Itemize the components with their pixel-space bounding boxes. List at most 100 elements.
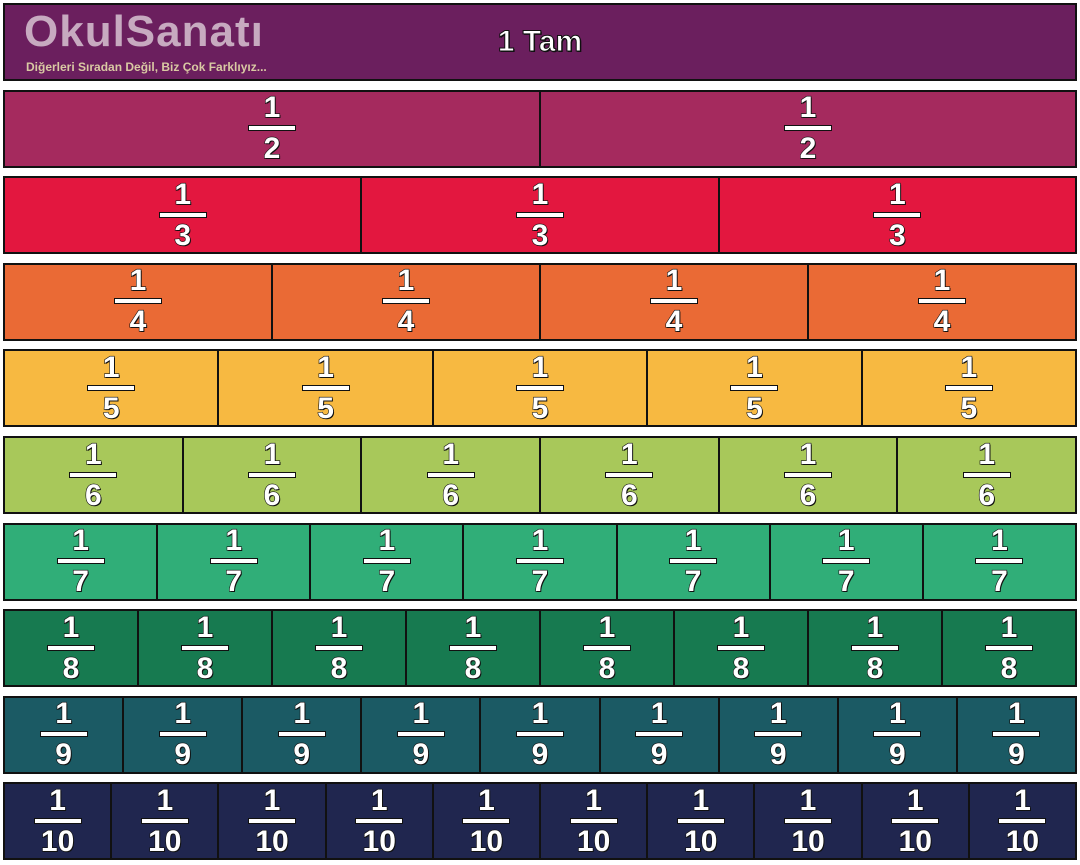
denominator: 7 xyxy=(837,565,855,599)
denominator: 2 xyxy=(263,132,281,166)
numerator: 1 xyxy=(866,610,884,644)
numerator: 1 xyxy=(263,783,281,817)
fraction-bar xyxy=(362,558,411,565)
denominator: 8 xyxy=(464,651,482,685)
fraction-bar xyxy=(975,558,1024,565)
fraction-bar xyxy=(248,817,296,824)
numerator: 1 xyxy=(799,91,817,125)
numerator: 1 xyxy=(477,783,495,817)
numerator: 1 xyxy=(1013,783,1031,817)
denominator: 10 xyxy=(469,824,504,858)
fraction: 1 10 xyxy=(784,784,833,858)
fraction-bar xyxy=(822,558,871,565)
numerator: 1 xyxy=(531,350,549,384)
fraction-bar xyxy=(39,731,88,738)
denominator: 4 xyxy=(665,305,683,339)
denominator: 4 xyxy=(933,305,951,339)
fraction: 1 10 xyxy=(355,784,404,858)
fraction-bar xyxy=(873,731,922,738)
fraction-bar xyxy=(158,211,207,218)
fraction-bar xyxy=(56,558,105,565)
fraction-bar xyxy=(605,471,654,478)
fraction-bar xyxy=(181,644,229,651)
numerator: 1 xyxy=(732,610,750,644)
numerator: 1 xyxy=(330,610,348,644)
fraction-bar xyxy=(301,384,350,391)
numerator: 1 xyxy=(225,524,243,558)
fraction-cell: 1 10 xyxy=(863,784,970,859)
fraction: 1 10 xyxy=(676,783,725,858)
numerator: 1 xyxy=(174,177,192,211)
fraction-cell: 1 10 xyxy=(327,784,434,859)
denominator: 9 xyxy=(293,738,311,772)
fraction-bar xyxy=(784,125,832,132)
denominator: 10 xyxy=(40,824,75,858)
denominator: 3 xyxy=(888,218,906,252)
fraction-bar xyxy=(47,644,95,651)
numerator: 1 xyxy=(442,437,460,471)
whole-label: 1 Tam xyxy=(497,25,583,59)
numerator: 1 xyxy=(72,524,90,558)
fraction-cell: 1 10 xyxy=(5,784,113,859)
fraction-bar xyxy=(754,731,803,738)
fraction-bar xyxy=(583,644,631,651)
numerator: 1 xyxy=(1000,610,1018,644)
fraction-bar xyxy=(998,817,1047,824)
denominator: 8 xyxy=(598,651,616,685)
denominator: 6 xyxy=(799,478,817,512)
fraction-bar xyxy=(676,817,725,824)
fraction: 1 10 xyxy=(140,783,189,858)
denominator: 4 xyxy=(397,305,415,339)
fraction-bar xyxy=(315,644,363,651)
fraction: 1 10 xyxy=(462,783,511,858)
fraction: 1 10 xyxy=(248,783,296,858)
numerator: 1 xyxy=(531,177,549,211)
denominator: 6 xyxy=(442,478,460,512)
fraction-cell: 1 10 xyxy=(219,783,327,859)
denominator: 9 xyxy=(1007,738,1025,772)
numerator: 1 xyxy=(692,783,710,817)
numerator: 1 xyxy=(156,783,174,817)
fraction-bar xyxy=(730,384,779,391)
numerator: 1 xyxy=(978,437,996,471)
denominator: 6 xyxy=(263,478,281,512)
numerator: 1 xyxy=(665,264,683,298)
numerator: 1 xyxy=(933,264,951,298)
numerator: 1 xyxy=(55,697,73,731)
numerator: 1 xyxy=(412,697,430,731)
denominator: 3 xyxy=(531,218,549,252)
row-10: 1 10 1 10 1 10 1 10 1 10 1 10 1 10 1 10 1 10 1 10 xyxy=(3,782,1077,861)
fraction-cell: 1 10 xyxy=(112,783,220,859)
fraction-bar xyxy=(717,644,765,651)
fraction-bar xyxy=(873,211,922,218)
